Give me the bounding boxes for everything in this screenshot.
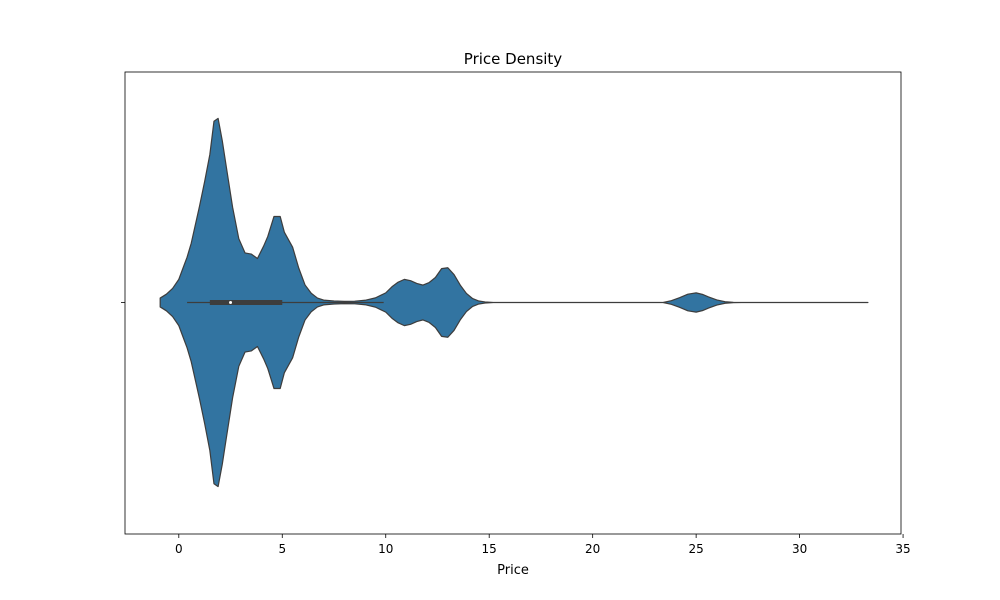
x-axis-label: Price	[497, 563, 529, 578]
chart-title: Price Density	[464, 50, 563, 68]
box-median-marker	[229, 301, 233, 304]
x-tick-label: 0	[175, 542, 183, 556]
plot-area-frame	[124, 71, 902, 535]
x-axis-ticks: 0 5 10 15 20 25 30 35	[175, 534, 911, 556]
x-tick-label: 5	[278, 542, 286, 556]
x-tick-label: 25	[688, 542, 703, 556]
x-tick-label: 30	[792, 542, 807, 556]
box-iqr-bar	[209, 300, 283, 305]
inner-box-group	[187, 300, 384, 305]
x-tick-label: 15	[482, 542, 497, 556]
x-tick-label: 35	[895, 542, 910, 556]
x-tick-label: 20	[585, 542, 600, 556]
x-tick-label: 10	[378, 542, 393, 556]
